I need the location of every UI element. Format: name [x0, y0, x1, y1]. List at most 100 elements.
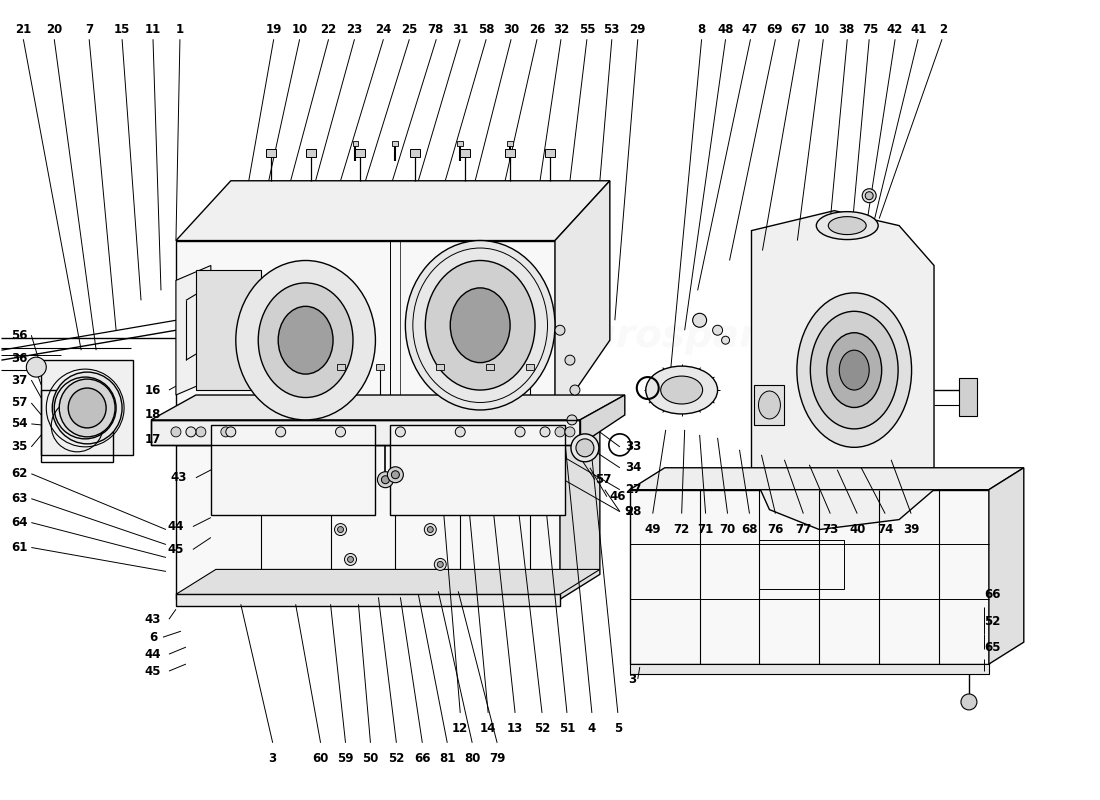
Circle shape — [334, 523, 346, 535]
Ellipse shape — [828, 217, 866, 234]
Text: 74: 74 — [877, 523, 893, 536]
Text: 3: 3 — [268, 752, 277, 766]
Ellipse shape — [571, 434, 598, 462]
Circle shape — [556, 326, 565, 335]
Bar — [759, 539, 845, 590]
Text: 6: 6 — [148, 630, 157, 644]
Text: 56: 56 — [11, 329, 28, 342]
Bar — [393, 141, 398, 146]
Text: 54: 54 — [11, 418, 28, 430]
Text: 10: 10 — [292, 22, 308, 36]
Text: 58: 58 — [478, 22, 495, 36]
Text: 37: 37 — [11, 374, 28, 386]
Text: 66: 66 — [983, 588, 1000, 601]
Text: eurosparts: eurosparts — [233, 318, 472, 355]
Circle shape — [425, 523, 437, 535]
Text: 38: 38 — [838, 22, 855, 36]
Text: 34: 34 — [625, 462, 641, 474]
Text: 76: 76 — [767, 523, 783, 536]
Text: 15: 15 — [114, 22, 130, 36]
Bar — [959, 378, 977, 416]
Ellipse shape — [576, 439, 594, 457]
Circle shape — [221, 427, 231, 437]
Text: 9: 9 — [625, 505, 634, 518]
Text: 5: 5 — [614, 722, 622, 735]
Bar — [376, 364, 384, 370]
Text: 53: 53 — [603, 22, 619, 36]
Text: 65: 65 — [983, 641, 1000, 654]
Text: 61: 61 — [11, 541, 28, 554]
Bar — [630, 490, 989, 664]
Text: 55: 55 — [579, 22, 595, 36]
Bar — [410, 149, 420, 157]
Text: 12: 12 — [452, 722, 469, 735]
Bar — [755, 385, 784, 425]
Bar — [505, 149, 515, 157]
Text: 41: 41 — [911, 22, 927, 36]
Text: 79: 79 — [488, 752, 505, 766]
Text: 7: 7 — [85, 22, 94, 36]
Text: 77: 77 — [795, 523, 812, 536]
Text: 71: 71 — [697, 523, 714, 536]
Circle shape — [338, 526, 343, 533]
Text: 23: 23 — [346, 22, 363, 36]
Polygon shape — [630, 468, 1024, 490]
Text: 62: 62 — [11, 467, 28, 480]
Text: 4: 4 — [587, 722, 596, 735]
Text: 52: 52 — [388, 752, 405, 766]
Ellipse shape — [450, 288, 510, 362]
Ellipse shape — [406, 241, 556, 410]
Text: 73: 73 — [822, 523, 838, 536]
Circle shape — [392, 470, 399, 478]
Circle shape — [540, 427, 550, 437]
Ellipse shape — [961, 694, 977, 710]
Text: eurosparts: eurosparts — [563, 318, 801, 355]
Text: 3: 3 — [628, 673, 636, 686]
Polygon shape — [151, 395, 625, 420]
Text: 57: 57 — [595, 474, 612, 486]
Text: 21: 21 — [15, 22, 32, 36]
Ellipse shape — [759, 391, 780, 419]
Circle shape — [693, 314, 706, 327]
Ellipse shape — [646, 366, 717, 414]
Text: 78: 78 — [428, 22, 444, 36]
Text: 68: 68 — [741, 523, 758, 536]
Bar — [42, 360, 133, 455]
Circle shape — [395, 427, 406, 437]
Polygon shape — [176, 266, 211, 395]
Text: 31: 31 — [452, 22, 469, 36]
Polygon shape — [989, 468, 1024, 664]
Bar — [507, 141, 513, 146]
Text: 63: 63 — [11, 492, 28, 505]
Circle shape — [438, 562, 443, 567]
Circle shape — [26, 357, 46, 377]
Circle shape — [713, 326, 723, 335]
Circle shape — [570, 385, 580, 395]
Bar — [458, 141, 463, 146]
Text: 43: 43 — [145, 613, 162, 626]
Bar — [266, 149, 276, 157]
Text: 10: 10 — [814, 22, 830, 36]
Text: 24: 24 — [375, 22, 392, 36]
Circle shape — [565, 355, 575, 365]
Text: 44: 44 — [145, 648, 162, 661]
Bar — [211, 425, 375, 514]
Polygon shape — [176, 445, 560, 599]
Bar — [306, 149, 316, 157]
Text: 8: 8 — [697, 22, 705, 36]
Text: 59: 59 — [338, 752, 354, 766]
Bar — [390, 425, 565, 514]
Text: 81: 81 — [439, 752, 455, 766]
Text: 48: 48 — [717, 22, 734, 36]
Text: 13: 13 — [507, 722, 524, 735]
Circle shape — [348, 557, 353, 562]
Text: 30: 30 — [504, 22, 519, 36]
Text: 29: 29 — [629, 22, 646, 36]
Text: 69: 69 — [767, 22, 783, 36]
Circle shape — [556, 427, 565, 437]
Text: 52: 52 — [534, 722, 550, 735]
Circle shape — [276, 427, 286, 437]
Text: 46: 46 — [609, 490, 626, 503]
Ellipse shape — [278, 306, 333, 374]
Text: 50: 50 — [362, 752, 378, 766]
